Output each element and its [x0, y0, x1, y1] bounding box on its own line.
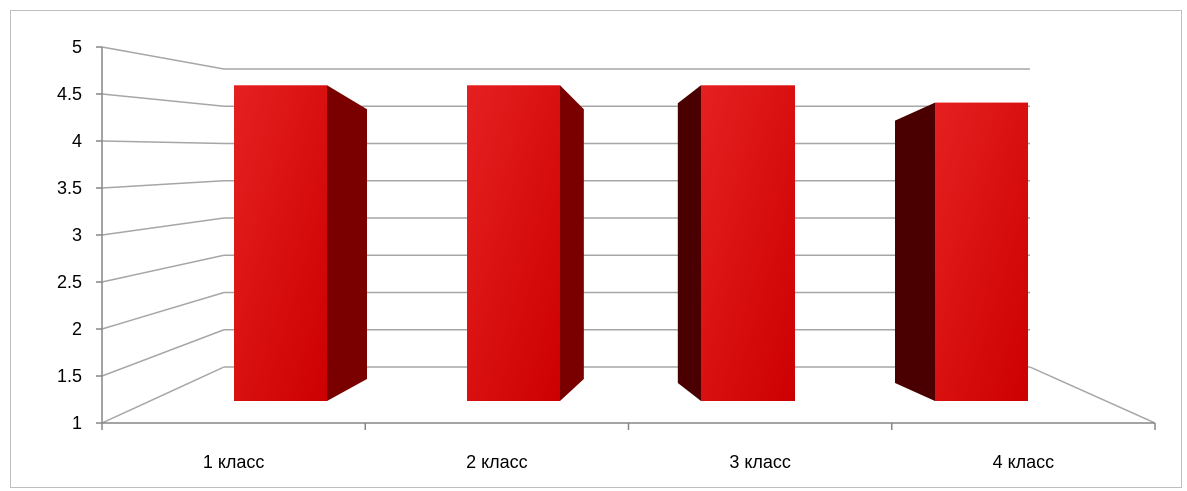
side-gridline [101, 254, 225, 283]
bar [467, 85, 584, 402]
side-gridline [101, 140, 225, 145]
y-tick-label: 1 [72, 413, 82, 433]
bar-front [701, 85, 795, 402]
y-tick-label: 4.5 [57, 84, 82, 104]
y-tick-label: 4 [72, 131, 82, 151]
x-tick-label: 3 класс [729, 452, 791, 472]
side-gridline [101, 180, 225, 189]
bar-side [677, 85, 701, 402]
side-gridline [101, 366, 225, 424]
bar [895, 102, 1028, 401]
bar-front [234, 85, 327, 402]
y-tick-label: 3 [72, 225, 82, 245]
y-tick-label: 3.5 [57, 178, 82, 198]
side-gridline [101, 217, 225, 236]
side-gridline [101, 329, 225, 377]
y-tick-label: 1.5 [57, 366, 82, 386]
floor-right-edge [1029, 366, 1156, 424]
bar-side [327, 85, 367, 402]
bar-side [560, 85, 584, 402]
x-tick-label: 4 класс [993, 452, 1055, 472]
side-gridline [101, 291, 225, 330]
y-tick-label: 2 [72, 319, 82, 339]
bar-front [467, 85, 560, 402]
side-gridline [101, 46, 225, 70]
bar [677, 85, 795, 402]
x-tick-label: 2 класс [466, 452, 528, 472]
y-tick-label: 2.5 [57, 272, 82, 292]
bar-side [895, 102, 935, 401]
x-tick-label: 1 класс [203, 452, 265, 472]
side-gridline [101, 93, 225, 107]
y-tick-label: 5 [72, 37, 82, 57]
bar-front [935, 102, 1028, 401]
bar [234, 85, 367, 402]
